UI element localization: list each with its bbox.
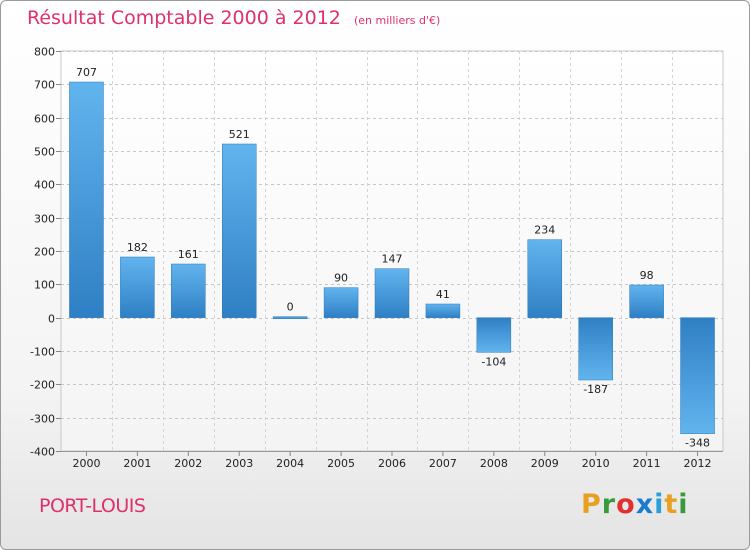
y-tick-label: 300 [34, 213, 55, 226]
x-tick-label: 2000 [72, 457, 100, 470]
y-tick-label: 400 [34, 179, 55, 192]
brand-letter: x [635, 489, 655, 520]
data-label-2012: -348 [685, 437, 710, 450]
brand-letter: i [654, 489, 665, 520]
x-tick-label: 2004 [276, 457, 304, 470]
brand-letter: i [678, 489, 689, 520]
data-label-2009: 234 [534, 224, 555, 237]
brand-letter: o [616, 489, 636, 520]
brand-letter: P [581, 489, 602, 520]
data-label-2005: 90 [334, 272, 348, 285]
grid-layer [56, 50, 724, 456]
x-tick-label: 2011 [633, 457, 661, 470]
data-label-2000: 707 [76, 66, 97, 79]
y-tick-label: 800 [34, 46, 55, 59]
chart-subtitle: (en milliers d'€) [353, 14, 441, 27]
y-tick-label: -200 [30, 379, 55, 392]
data-label-2007: 41 [436, 288, 450, 301]
y-tick-label: 100 [34, 279, 55, 292]
x-tick-label: 2001 [123, 457, 151, 470]
y-tick-label: 600 [34, 113, 55, 126]
x-tick-label: 2006 [378, 457, 406, 470]
data-label-2004: 0 [287, 301, 294, 314]
bar-2011 [629, 284, 664, 318]
brand-letter: t [664, 489, 679, 520]
x-tick-label: 2008 [480, 457, 508, 470]
y-tick-label: 0 [48, 313, 55, 326]
x-tick-label: 2002 [174, 457, 202, 470]
x-tick-label: 2003 [225, 457, 253, 470]
bar-2002 [171, 263, 206, 318]
y-tick-label: -100 [30, 346, 55, 359]
y-tick-label: -400 [30, 446, 55, 459]
x-tick-label: 2005 [327, 457, 355, 470]
data-label-2003: 521 [229, 128, 250, 141]
bar-2000 [69, 81, 104, 318]
x-tick-label: 2012 [684, 457, 712, 470]
x-tick-label: 2009 [531, 457, 559, 470]
x-tick-label: 2010 [582, 457, 610, 470]
data-label-2006: 147 [382, 253, 403, 266]
bar-2008 [476, 317, 512, 353]
data-label-2010: -187 [583, 383, 608, 396]
bar-2009 [527, 239, 563, 318]
title-row: Résultat Comptable 2000 à 2012 (en milli… [27, 7, 440, 29]
y-tick-label: -300 [30, 413, 55, 426]
bar-2006 [374, 268, 410, 318]
bar-2004 [272, 316, 308, 319]
y-tick-label: 500 [34, 146, 55, 159]
bar-2007 [425, 303, 461, 318]
bar-2012 [680, 317, 715, 434]
y-tick-label: 700 [34, 79, 55, 92]
bar-2003 [221, 143, 257, 318]
chart-title: Résultat Comptable 2000 à 2012 [27, 7, 341, 29]
label-layer: -400 -300 -200 -100 0 100 200 300 400 500 600 700 80… [30, 46, 712, 471]
data-label-2002: 161 [178, 248, 199, 261]
bar-layer [69, 81, 715, 434]
commune-name: PORT-LOUIS [39, 495, 146, 517]
x-tick-label: 2007 [429, 457, 457, 470]
brand-letter: r [601, 489, 617, 520]
data-label-2001: 182 [127, 241, 148, 254]
data-label-2008: -104 [481, 355, 506, 368]
bar-2001 [120, 256, 155, 318]
bar-2005 [323, 287, 359, 318]
bar-2010 [578, 317, 613, 381]
brand-logo[interactable]: Proxiti [581, 489, 689, 520]
y-tick-label: 200 [34, 246, 55, 259]
data-label-2011: 98 [640, 269, 654, 282]
